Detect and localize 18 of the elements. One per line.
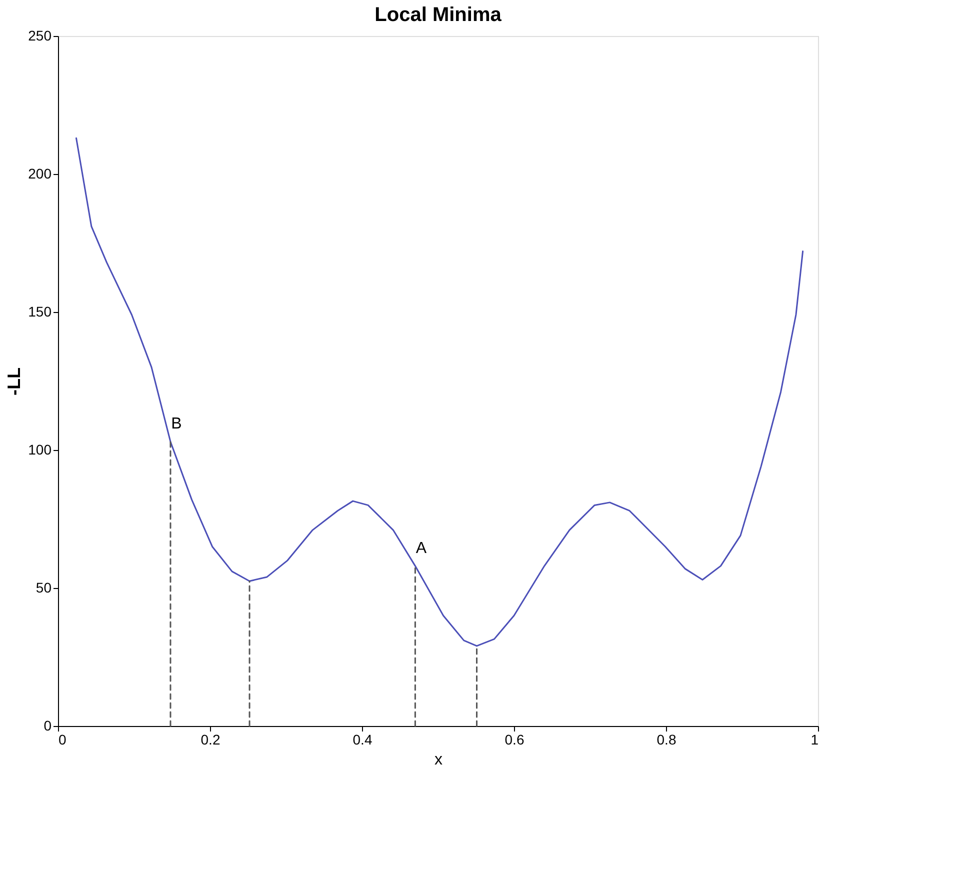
x-tick-label: 1 (810, 732, 819, 748)
y-tick-label: 100 (28, 442, 52, 458)
x-tick-label: 0.4 (352, 732, 372, 748)
y-tick-label: 0 (44, 718, 52, 734)
y-tick-label: 200 (28, 166, 52, 182)
y-tick-label: 150 (28, 304, 52, 320)
x-tick-label: 0 (58, 732, 66, 748)
annotation: A (416, 540, 427, 557)
line-series (75, 137, 804, 647)
annotation: B (171, 416, 182, 433)
y-tick-label: 50 (36, 580, 52, 596)
chart-title: Local Minima (374, 4, 502, 26)
x-tick-label: 0.2 (200, 732, 220, 748)
x-tick-label: 0.6 (504, 732, 524, 748)
x-axis-title: x (434, 752, 442, 768)
y-tick-label: 250 (28, 28, 52, 44)
x-tick-label: 0.8 (656, 732, 676, 748)
y-axis-title: -LL (4, 368, 24, 396)
